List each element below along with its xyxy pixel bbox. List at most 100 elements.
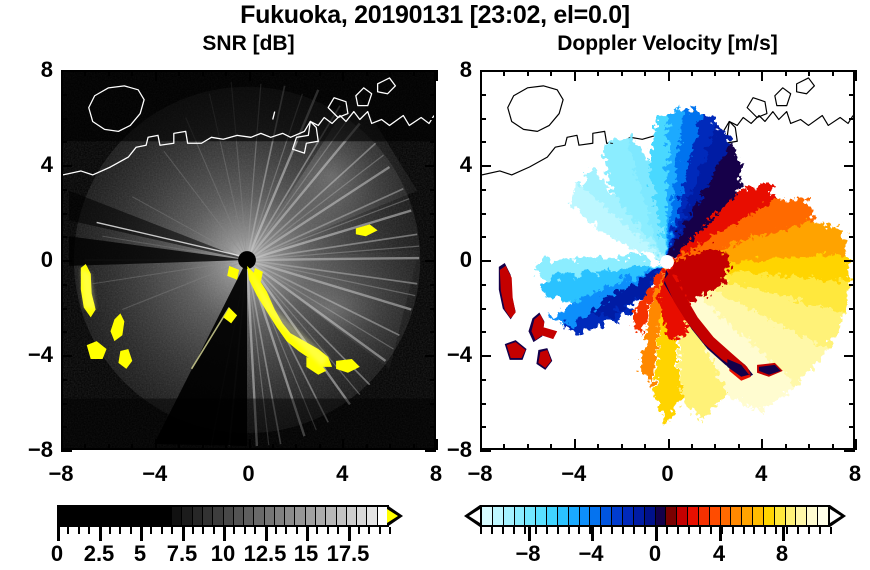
colorbar-doppler-minor-tick-14	[633, 527, 635, 534]
colorbar-snr-cell-2	[78, 507, 89, 525]
xtick-1--3	[597, 444, 599, 450]
colorbar-doppler[interactable]	[464, 505, 846, 527]
colorbar-snr-minor-tick-14	[202, 527, 204, 534]
xtick-top-0--2	[202, 70, 204, 76]
colorbar-snr-cell-26	[325, 507, 336, 525]
xtick-0--1	[225, 444, 227, 450]
ytick-label-1-3: 4	[459, 152, 472, 177]
xtick-top-1-5	[785, 70, 787, 76]
ytick-r-1--3	[849, 331, 855, 333]
colorbar-doppler-cell-15	[643, 507, 655, 525]
ytick-1-7	[480, 94, 486, 96]
colorbar-snr-cell-23	[294, 507, 305, 525]
colorbar-snr-cell-21	[273, 507, 285, 525]
ytick-r-1--4	[844, 355, 855, 357]
xtick-1--6	[527, 444, 529, 450]
xtick-0--8	[61, 439, 63, 450]
ytick-1--4	[480, 355, 491, 357]
xtick-top-0-2	[295, 70, 297, 76]
xtick-1-0	[668, 439, 670, 450]
colorbar-doppler-major-tick-0	[528, 527, 531, 541]
colorbar-snr-tick-label-0: 0	[50, 541, 64, 566]
xtick-top-0-7	[413, 70, 415, 76]
panel-title-snr: SNR [dB]	[202, 32, 295, 55]
colorbar-snr-cell-12	[181, 507, 192, 525]
ytick-0-0	[61, 260, 72, 262]
xtick-top-0--4	[155, 70, 157, 81]
colorbar-snr-minor-tick-18	[244, 527, 246, 534]
colorbar-doppler-cell-24	[741, 507, 753, 525]
colorbar-snr-minor-tick-19	[254, 527, 256, 534]
ytick-label-1-2: 0	[459, 247, 472, 272]
plot-panel-doppler[interactable]	[480, 70, 855, 450]
colorbar-snr-tick-label-5: 12.5	[243, 541, 287, 566]
colorbar-doppler-minor-tick-11	[600, 527, 602, 534]
ytick-0--8	[61, 450, 72, 452]
colorbar-snr-major-tick-2	[140, 527, 143, 541]
xtick-0-4	[342, 439, 344, 450]
xtick-top-1--4	[574, 70, 576, 81]
xtick-label-0-4: 8	[429, 461, 443, 486]
xtick-1-6	[808, 444, 810, 450]
xtick-0-0	[249, 439, 251, 450]
colorbar-doppler-cell-5	[535, 507, 547, 525]
colorbar-snr-minor-tick-11	[171, 527, 173, 534]
ytick-1--7	[480, 426, 486, 428]
colorbar-doppler-tick-label-3: 4	[712, 541, 726, 566]
ytick-label-0-2: 0	[40, 247, 53, 272]
colorbar-snr-cell-20	[263, 507, 274, 525]
colorbar-snr-tick-label-3: 7.5	[166, 541, 198, 566]
colorbar-snr-cell-19	[253, 507, 264, 525]
colorbar-snr-cell-30	[366, 507, 377, 525]
ytick-r-1--7	[849, 426, 855, 428]
xtick-1-2	[714, 444, 716, 450]
xtick-1-8	[855, 439, 857, 450]
ytick-0-2	[61, 213, 67, 215]
colorbar-snr-cell-7	[129, 507, 141, 525]
xtick-0--3	[178, 444, 180, 450]
colorbar-doppler-minor-tick-20	[699, 527, 701, 534]
colorbar-doppler-minor-tick-9	[578, 527, 580, 534]
ytick-1--6	[480, 403, 486, 405]
ytick-1-3	[480, 189, 486, 191]
ytick-1-1	[480, 236, 486, 238]
colorbar-doppler-cell-29	[795, 507, 807, 525]
ytick-label-0-3: 4	[40, 152, 53, 177]
ytick-1-4	[480, 165, 491, 167]
colorbar-snr-major-tick-4	[223, 527, 226, 541]
colorbar-doppler-cell-8	[567, 507, 579, 525]
ytick-r-1--1	[849, 284, 855, 286]
ytick-r-0-6	[430, 118, 436, 120]
colorbar-snr-minor-tick-30	[368, 527, 370, 534]
colorbar-snr-minor-tick-5	[109, 527, 111, 534]
colorbar-snr-cell-29	[356, 507, 367, 525]
colorbar-snr-minor-tick-29	[358, 527, 360, 534]
colorbar-snr[interactable]	[57, 505, 403, 527]
colorbar-snr-cell-11	[171, 507, 182, 525]
xtick-0--7	[84, 444, 86, 450]
xtick-1--8	[480, 439, 482, 450]
colorbar-snr-cell-28	[345, 507, 357, 525]
colorbar-doppler-minor-tick-17	[666, 527, 668, 534]
xtick-0-2	[295, 444, 297, 450]
plot-panel-snr[interactable]	[61, 70, 436, 450]
colorbar-doppler-cell-9	[578, 507, 590, 525]
ytick-1--2	[480, 308, 486, 310]
colorbar-doppler-cell-17	[665, 507, 677, 525]
ytick-r-0--6	[430, 403, 436, 405]
ytick-1-0	[480, 260, 491, 262]
colorbar-snr-cell-3	[88, 507, 100, 525]
xtick-top-0--6	[108, 70, 110, 76]
colorbar-doppler-tick-label-1: −4	[578, 541, 604, 566]
xtick-0--5	[131, 444, 133, 450]
colorbar-doppler-cell-2	[502, 507, 514, 525]
xtick-top-0-1	[272, 70, 274, 76]
ytick-r-1-8	[844, 70, 855, 72]
colorbar-doppler-cell-14	[632, 507, 644, 525]
colorbar-snr-minor-tick-10	[161, 527, 163, 534]
colorbar-snr-minor-tick-26	[327, 527, 329, 534]
xtick-1--7	[503, 444, 505, 450]
xtick-top-1-4	[761, 70, 763, 81]
colorbar-doppler-minor-tick-4	[524, 527, 526, 534]
colorbar-doppler-minor-tick-6	[546, 527, 548, 534]
